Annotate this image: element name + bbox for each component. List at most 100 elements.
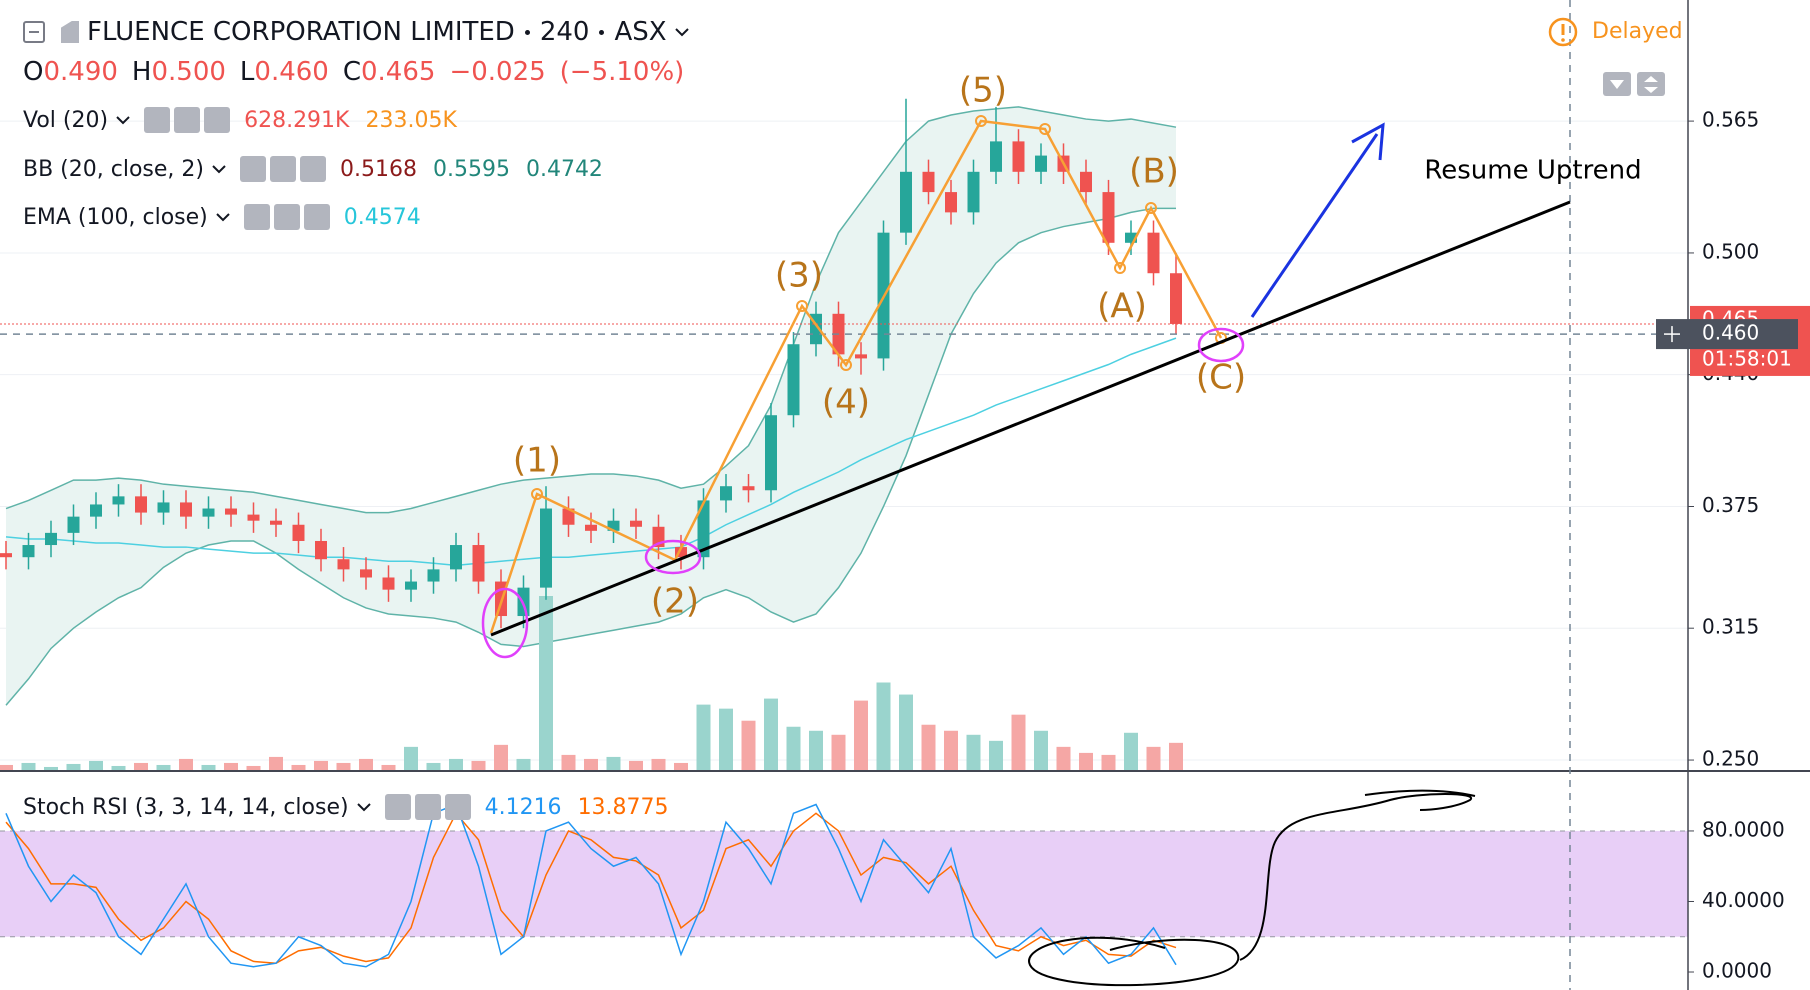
- candle-body: [697, 500, 710, 558]
- crosshair-label: 0.460: [1702, 321, 1759, 345]
- chevron[interactable]: [673, 25, 691, 39]
- indicator-name[interactable]: EMA (100, close): [23, 204, 208, 230]
- icon-button[interactable]: [273, 204, 300, 230]
- icon-button[interactable]: [414, 794, 441, 820]
- volume-bar: [561, 754, 576, 771]
- ohlc-label: H: [131, 57, 152, 87]
- bb-upper: [5, 106, 1177, 514]
- indicator-row: EMA (100, close) 0.4574: [23, 204, 437, 230]
- y-tick-label: 0.250: [1702, 747, 1759, 771]
- candle-body: [135, 496, 147, 513]
- change: −0.025: [449, 57, 546, 87]
- elliott-wave: [489, 119, 1223, 634]
- volume-bar: [651, 758, 666, 771]
- volume-bar: [1101, 754, 1116, 771]
- volume-bar: [426, 762, 441, 771]
- candle-body: [855, 354, 867, 359]
- volume-bar: [156, 764, 171, 771]
- volume-bar: [0, 764, 13, 771]
- stoch-k: [5, 803, 1177, 968]
- volume-bar: [606, 756, 621, 771]
- candle-body: [67, 516, 80, 533]
- delayed-icon: [1548, 17, 1578, 47]
- candle-body: [945, 192, 957, 213]
- symbol-icon: [61, 21, 79, 43]
- separator: [599, 29, 605, 35]
- volume-bar: [1124, 732, 1138, 771]
- icon-button[interactable]: [174, 107, 201, 133]
- volume-bar: [989, 740, 1003, 771]
- indicator-values: 0.5168 0.5595 0.4742: [340, 157, 619, 182]
- wave-label: (5): [959, 71, 1007, 111]
- wave-labels: (1) (2) (3) (4) (5) (A) (B) (C): [513, 71, 1246, 622]
- y-tick-label: 0.565: [1702, 108, 1759, 132]
- volume-bar: [66, 763, 81, 771]
- volume-bar: [134, 762, 148, 771]
- candle-body: [472, 545, 485, 582]
- volume-bar: [269, 756, 283, 771]
- icon-button[interactable]: [444, 794, 471, 820]
- volume-bar: [741, 720, 756, 771]
- wave-label: (A): [1097, 287, 1147, 327]
- indicator-value: 0.4742: [525, 156, 603, 182]
- candle-body: [427, 569, 440, 582]
- icon-button[interactable]: [204, 107, 231, 133]
- icon-button[interactable]: [269, 156, 296, 182]
- volume-bar: [516, 758, 531, 771]
- volume-bar: [876, 682, 891, 771]
- icon-button[interactable]: [144, 107, 171, 133]
- volume-bar: [1056, 746, 1071, 771]
- icon-button[interactable]: [303, 204, 330, 230]
- trend-line: [490, 200, 1571, 637]
- collapse-button[interactable]: [23, 21, 45, 43]
- status-label: Delayed: [1592, 19, 1683, 44]
- indicator-values: 0.4574: [344, 205, 437, 230]
- chevron[interactable]: [214, 210, 232, 224]
- stoch-d: [5, 811, 1177, 964]
- candle-body: [382, 577, 395, 590]
- indicator-name[interactable]: Stoch RSI (3, 3, 14, 14, close): [23, 794, 349, 820]
- icon-button[interactable]: [243, 204, 270, 230]
- volume-bar: [224, 762, 238, 771]
- volume-bar: [764, 698, 778, 771]
- symbol-row: FLUENCE CORPORATION LIMITED 240 ASX: [23, 17, 691, 47]
- candle-body: [1035, 155, 1047, 172]
- indicator-buttons: [144, 107, 231, 133]
- button[interactable]: [1637, 72, 1665, 96]
- chevron[interactable]: [210, 162, 228, 176]
- volume-bar: [719, 708, 733, 771]
- candle-body: [675, 547, 687, 558]
- ohlc-value: 0.490: [43, 57, 118, 87]
- volume-bar: [404, 746, 418, 771]
- y-tick-label: 0.315: [1702, 615, 1759, 639]
- candle-body: [1147, 232, 1160, 274]
- ohlc-label: O: [23, 57, 44, 87]
- indicator-name[interactable]: Vol (20): [23, 107, 109, 133]
- chevron[interactable]: [355, 800, 373, 814]
- icon-button[interactable]: [384, 794, 411, 820]
- indicator-value: 13.8775: [577, 794, 669, 820]
- ohlc-label: L: [239, 57, 255, 87]
- candle-body: [315, 540, 327, 560]
- wave-label: (4): [822, 383, 870, 423]
- icon-button[interactable]: [299, 156, 326, 182]
- candle-body: [22, 545, 35, 558]
- candle-body: [720, 486, 732, 501]
- candle-body: [1102, 192, 1115, 243]
- candle-body: [360, 569, 372, 578]
- axis-layer: 0.5650.5000.4400.3750.3150.2500.46501:58…: [1656, 108, 1810, 983]
- candle-body: [585, 524, 597, 531]
- icon-button[interactable]: [239, 156, 266, 182]
- stoch-legend-row: Stoch RSI (3, 3, 14, 14, close) 4.1216 13…: [23, 794, 685, 820]
- interval[interactable]: 240: [539, 17, 590, 47]
- candle-body: [922, 171, 935, 193]
- chevron[interactable]: [114, 113, 132, 127]
- candle-body: [450, 545, 462, 570]
- candle-body: [157, 502, 170, 513]
- indicator-name[interactable]: BB (20, close, 2): [23, 156, 204, 182]
- ohlc-row: O 0.490 H 0.500 L 0.460 C 0.465 −0.025 (−5.1…: [23, 57, 684, 87]
- button-icon: [1610, 76, 1658, 93]
- candle-body: [990, 141, 1002, 172]
